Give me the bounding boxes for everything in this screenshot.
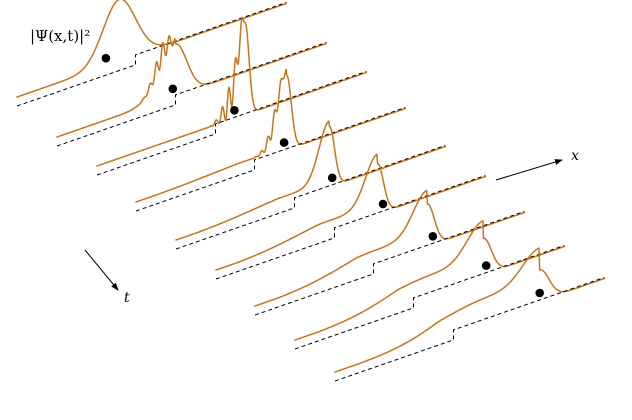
wave-density-curve (176, 121, 445, 240)
particle-dot-icon (535, 289, 544, 298)
particle-dot-icon (429, 232, 438, 241)
frame-8 (295, 221, 564, 349)
frame-6 (216, 154, 485, 279)
wave-density-curve (97, 18, 366, 166)
x-axis-arrow (496, 160, 562, 180)
frame-1 (17, 0, 286, 106)
particle-dot-icon (280, 138, 289, 147)
frame-7 (255, 190, 524, 315)
particle-dot-icon (169, 85, 178, 94)
t-axis-arrow (85, 250, 118, 290)
wave-density-curve (335, 248, 604, 372)
probability-density-label: |Ψ(x,t)|² (30, 27, 90, 45)
frame-9 (335, 248, 604, 381)
particle-dot-icon (102, 54, 111, 63)
particle-dot-icon (379, 200, 388, 209)
wave-density-curve (255, 190, 524, 306)
wave-density-curve (216, 154, 485, 270)
potential-step-line (335, 278, 604, 382)
particle-dot-icon (328, 174, 337, 183)
x-axis-label: x (571, 148, 579, 164)
particle-dot-icon (482, 261, 491, 270)
wave-density-curve (17, 0, 286, 97)
frame-3 (97, 18, 366, 175)
particle-dot-icon (230, 106, 239, 115)
wave-density-curve (57, 36, 326, 138)
frame-2 (57, 36, 326, 147)
time-frames (17, 0, 604, 381)
t-axis-label: t (124, 290, 130, 306)
